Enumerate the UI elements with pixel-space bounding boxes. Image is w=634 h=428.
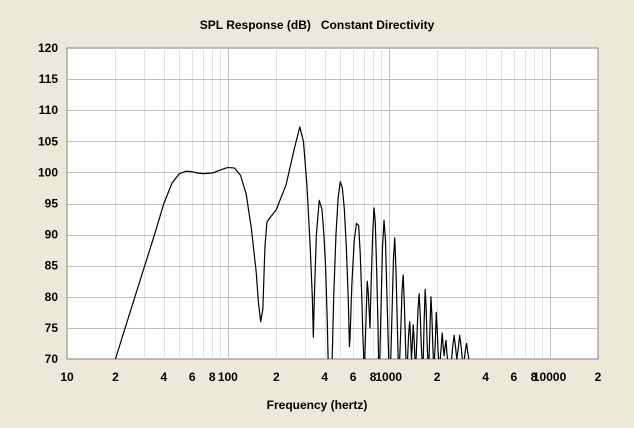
y-tick-label: 90 (45, 228, 59, 242)
x-tick-label: 4 (321, 370, 328, 384)
response-curve-segment (331, 181, 365, 360)
y-tick-label: 85 (45, 259, 59, 273)
y-tick-label: 115 (39, 72, 59, 86)
y-axis-ticks: 120 115 110 105 100 95 90 85 80 75 70 (38, 41, 58, 366)
x-tick-label: 8 (209, 370, 216, 384)
response-curve-segment (406, 321, 416, 360)
chart-title: SPL Response (dB) Constant Directivity (200, 18, 435, 32)
response-curve-segment (379, 219, 390, 360)
y-tick-label: 70 (45, 352, 59, 366)
x-tick-label: 10 (60, 370, 74, 384)
response-curve-segment (463, 342, 470, 360)
plot-area (66, 47, 599, 360)
response-curve-segment (428, 296, 434, 360)
x-tick-label: 6 (189, 370, 196, 384)
y-tick-label: 105 (38, 134, 58, 148)
x-tick-label: 2 (112, 370, 119, 384)
y-tick-label: 120 (38, 41, 58, 55)
grid-lines (67, 48, 598, 359)
spl-curve (114, 126, 470, 360)
y-tick-label: 95 (45, 197, 59, 211)
x-tick-label: 6 (511, 370, 518, 384)
response-curve-segment (364, 207, 380, 360)
x-tick-label: 100 (218, 370, 238, 384)
y-tick-label: 75 (45, 321, 59, 335)
y-tick-label: 100 (38, 165, 58, 179)
x-tick-label: 2 (434, 370, 441, 384)
x-tick-label: 2 (595, 370, 602, 384)
response-curve-segment (399, 274, 407, 360)
x-axis-label: Frequency (hertz) (267, 398, 368, 412)
x-tick-label: 8 (531, 370, 538, 384)
x-tick-label: 2 (273, 370, 280, 384)
response-curve-segment (114, 126, 329, 360)
x-tick-label: 8 (370, 370, 377, 384)
response-curve-segment (433, 311, 440, 360)
x-tick-label: 4 (161, 370, 168, 384)
response-curve-segment (439, 332, 449, 360)
y-tick-label: 80 (45, 290, 59, 304)
x-tick-label: 6 (350, 370, 357, 384)
x-tick-label: 4 (482, 370, 489, 384)
response-curve-segment (422, 288, 429, 360)
x-tick-label: 1000 (375, 370, 402, 384)
response-curve-segment (390, 237, 399, 360)
response-curve-segment (451, 334, 463, 360)
y-tick-label: 110 (39, 103, 59, 117)
response-curve-segment (415, 293, 423, 360)
x-tick-label: 10000 (533, 370, 567, 384)
